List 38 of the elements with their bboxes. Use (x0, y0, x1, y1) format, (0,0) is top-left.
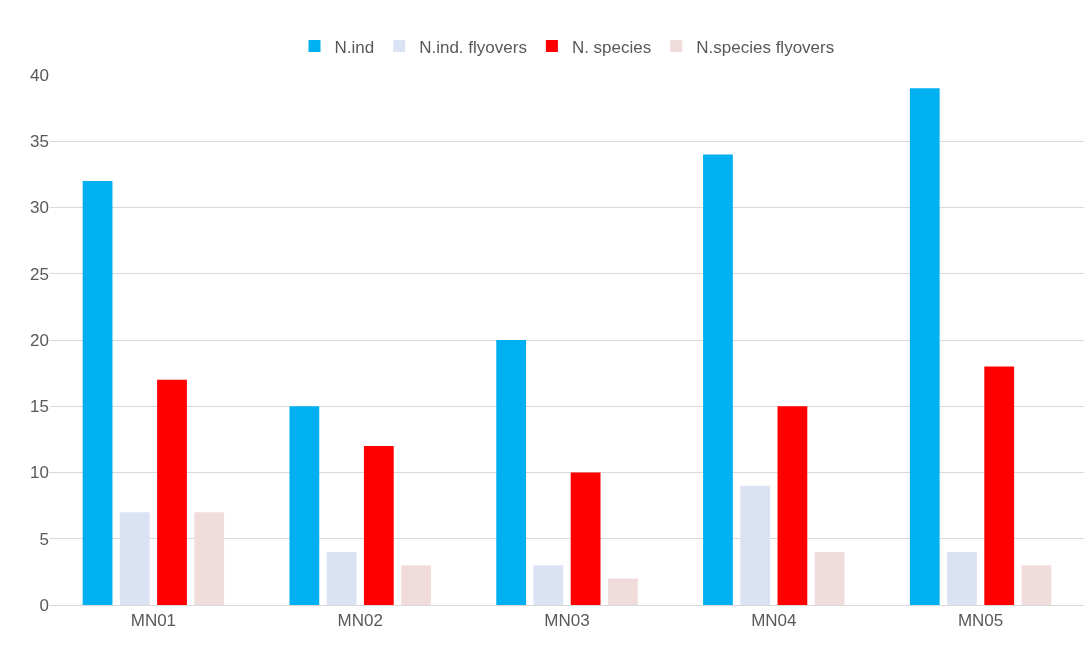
y-tick-label: 0 (39, 595, 49, 615)
bar (1021, 565, 1052, 605)
bar (570, 472, 601, 605)
bar (947, 552, 977, 605)
bar (496, 340, 527, 605)
y-tick-label: 20 (30, 330, 49, 350)
bar (909, 88, 940, 605)
bar (289, 406, 320, 605)
bar (533, 565, 564, 605)
legend-label: N.ind. flyovers (419, 37, 527, 57)
bar (984, 366, 1015, 605)
bar (814, 552, 845, 605)
x-tick-label: MN01 (130, 611, 177, 631)
y-tick-label: 40 (30, 65, 49, 85)
bar (607, 578, 638, 605)
bar (157, 379, 187, 605)
y-tick-label: 25 (30, 264, 49, 284)
bar (703, 154, 733, 605)
bar (401, 565, 431, 605)
y-tick-label: 30 (30, 198, 49, 218)
bar (363, 446, 394, 605)
bar (119, 512, 150, 605)
y-tick-label: 35 (30, 132, 49, 152)
legend-label: N.ind (334, 37, 375, 57)
y-tick-label: 10 (30, 463, 49, 483)
x-tick-label: MN05 (957, 611, 1004, 631)
x-tick-label: MN02 (337, 611, 383, 631)
bar (740, 485, 771, 605)
bar (194, 512, 225, 605)
legend-label: N.species flyovers (696, 37, 835, 57)
bar (326, 552, 357, 605)
x-tick-label: MN04 (751, 611, 797, 631)
y-tick-label: 5 (39, 529, 49, 549)
bar (777, 406, 808, 605)
bar (82, 181, 113, 605)
legend-label: N. species (571, 37, 652, 57)
y-tick-label: 15 (30, 397, 49, 417)
x-tick-label: MN03 (544, 611, 590, 631)
